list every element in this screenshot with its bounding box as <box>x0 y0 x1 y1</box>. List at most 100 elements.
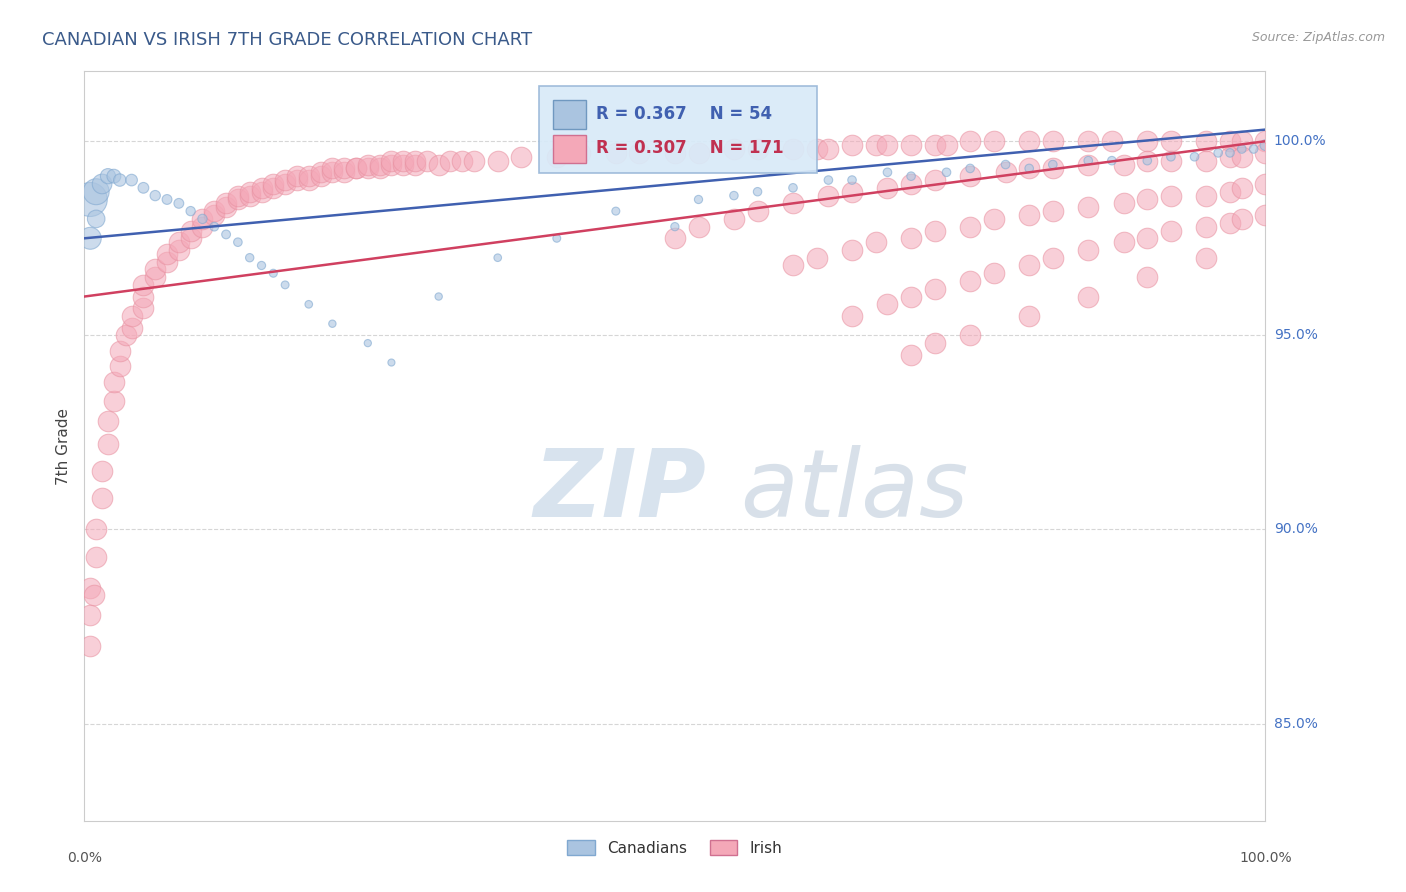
Point <box>900 169 922 184</box>
Point <box>876 297 898 311</box>
Point <box>202 204 225 219</box>
Point <box>1136 270 1159 285</box>
Point <box>924 336 946 351</box>
Point <box>994 157 1017 171</box>
Point <box>1195 219 1218 234</box>
Text: 0.0%: 0.0% <box>67 851 101 865</box>
Point <box>1254 177 1277 191</box>
Point <box>1184 150 1206 164</box>
Point <box>156 254 179 268</box>
Point <box>274 277 297 292</box>
Text: 90.0%: 90.0% <box>1274 523 1317 536</box>
Point <box>143 262 166 277</box>
Point <box>132 277 155 292</box>
Point <box>983 266 1005 280</box>
Point <box>1195 134 1218 148</box>
Point <box>392 153 415 168</box>
Point <box>628 145 651 160</box>
Point <box>202 219 225 234</box>
Point <box>84 523 107 537</box>
Point <box>876 181 898 195</box>
Point <box>84 549 107 564</box>
Point <box>368 157 391 171</box>
Point <box>103 169 125 184</box>
Point <box>121 320 143 334</box>
Point <box>262 177 284 191</box>
Point <box>167 235 190 250</box>
Point <box>191 219 214 234</box>
Point <box>91 464 114 478</box>
Point <box>321 161 343 176</box>
Point <box>309 165 332 179</box>
Point <box>1219 134 1241 148</box>
Point <box>747 204 769 219</box>
Point <box>97 437 120 451</box>
Point <box>983 134 1005 148</box>
Point <box>97 414 120 428</box>
Point <box>1219 216 1241 230</box>
Point <box>782 181 804 195</box>
Point <box>817 142 839 156</box>
Point <box>1230 211 1253 226</box>
Point <box>143 270 166 285</box>
Point <box>959 328 981 343</box>
Point <box>723 211 745 226</box>
Point <box>79 193 101 207</box>
Point <box>380 153 402 168</box>
Point <box>226 235 249 250</box>
Point <box>285 169 308 184</box>
Point <box>959 134 981 148</box>
Point <box>1112 235 1135 250</box>
Point <box>285 173 308 187</box>
Point <box>865 138 887 153</box>
Point <box>1230 181 1253 195</box>
Point <box>1077 153 1099 168</box>
Point <box>298 173 321 187</box>
Point <box>1219 185 1241 199</box>
Point <box>876 165 898 179</box>
Point <box>959 169 981 184</box>
Text: 95.0%: 95.0% <box>1274 328 1317 343</box>
Point <box>416 153 439 168</box>
Point <box>191 211 214 226</box>
Point <box>841 243 863 257</box>
Text: Source: ZipAtlas.com: Source: ZipAtlas.com <box>1251 31 1385 45</box>
Point <box>1160 150 1182 164</box>
Point <box>1219 150 1241 164</box>
Point <box>900 231 922 245</box>
Point <box>250 185 273 199</box>
Point <box>103 375 125 389</box>
Point <box>451 153 474 168</box>
Text: 85.0%: 85.0% <box>1274 716 1317 731</box>
Point <box>817 173 839 187</box>
Point <box>132 181 155 195</box>
Point <box>876 138 898 153</box>
Point <box>1018 208 1040 222</box>
Point <box>274 177 297 191</box>
Point <box>1018 259 1040 273</box>
Y-axis label: 7th Grade: 7th Grade <box>56 408 72 484</box>
Point <box>1018 161 1040 176</box>
Point <box>84 185 107 199</box>
Point <box>380 157 402 171</box>
Point <box>91 177 114 191</box>
Point <box>865 235 887 250</box>
Point <box>380 355 402 369</box>
Point <box>1254 134 1277 148</box>
Point <box>1042 161 1064 176</box>
Point <box>1160 134 1182 148</box>
Point <box>747 185 769 199</box>
Point <box>959 161 981 176</box>
Text: ZIP: ZIP <box>533 445 706 537</box>
Point <box>900 177 922 191</box>
Point <box>1254 138 1277 153</box>
Point <box>298 297 321 311</box>
Point <box>427 157 450 171</box>
Point <box>108 173 131 187</box>
Text: 100.0%: 100.0% <box>1274 134 1326 148</box>
Point <box>1042 134 1064 148</box>
Point <box>841 185 863 199</box>
Point <box>262 266 284 280</box>
Text: 100.0%: 100.0% <box>1239 851 1292 865</box>
Point <box>935 138 957 153</box>
